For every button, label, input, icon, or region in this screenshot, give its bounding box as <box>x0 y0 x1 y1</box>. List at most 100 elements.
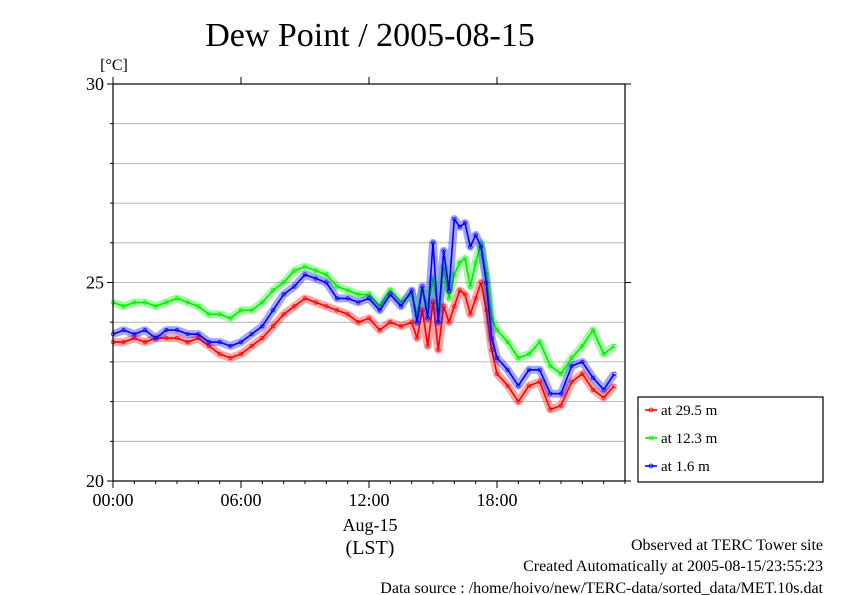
data-point <box>414 335 420 341</box>
data-point <box>505 383 510 388</box>
data-point <box>612 383 617 388</box>
data-point <box>302 296 308 301</box>
data-point <box>228 343 233 349</box>
data-point <box>457 224 462 230</box>
data-point <box>526 367 532 372</box>
data-point <box>238 351 244 357</box>
data-point <box>489 335 494 341</box>
data-point <box>494 355 500 361</box>
data-point <box>436 320 441 325</box>
data-point <box>228 316 233 321</box>
x-tick-label: 18:00 <box>476 490 517 510</box>
data-point <box>436 347 441 353</box>
data-point <box>334 308 340 313</box>
data-point <box>228 355 233 361</box>
x-tick-label: 00:00 <box>92 490 133 510</box>
data-point <box>601 387 606 392</box>
data-point <box>142 300 148 305</box>
data-point <box>537 339 542 345</box>
data-point <box>356 300 361 305</box>
data-point <box>468 284 473 289</box>
data-point <box>569 363 574 369</box>
data-point <box>132 300 137 305</box>
y-axis-unit-label: [°C] <box>100 57 128 74</box>
data-point <box>489 347 494 353</box>
data-point <box>334 296 340 301</box>
data-point <box>446 296 452 301</box>
data-point <box>217 339 222 345</box>
y-tick-label: 20 <box>86 471 104 491</box>
data-point <box>580 371 585 376</box>
data-point <box>206 339 212 345</box>
data-point <box>478 280 484 285</box>
data-point <box>409 320 414 325</box>
data-point <box>292 268 297 273</box>
data-point <box>174 296 180 301</box>
data-point <box>473 232 478 238</box>
data-point <box>313 300 318 305</box>
data-point <box>537 379 542 384</box>
data-point <box>612 343 617 349</box>
data-point <box>260 324 265 329</box>
data-point <box>452 216 457 222</box>
data-point <box>484 280 489 285</box>
x-axis-date-label: Aug-15 <box>343 515 398 535</box>
series-line <box>112 242 615 375</box>
legend-swatch-marker <box>648 463 654 469</box>
data-point <box>356 292 361 297</box>
data-point <box>398 304 404 309</box>
x-axis-label: (LST) <box>346 537 395 559</box>
data-point <box>142 339 148 345</box>
data-point <box>313 268 318 273</box>
series-line <box>113 281 615 411</box>
x-axis-ticks: 00:00 06:00 12:00 18:00 <box>92 77 626 510</box>
data-point <box>377 308 382 313</box>
data-point <box>516 355 521 361</box>
data-point <box>558 371 564 376</box>
data-point <box>452 272 457 277</box>
data-point <box>494 327 500 333</box>
footer-data-source: Data source : /home/hoivo/new/TERC-data/… <box>380 580 823 595</box>
y-axis-ticks: 20 25 30 <box>86 74 631 491</box>
data-point <box>468 244 473 249</box>
data-point <box>185 300 190 305</box>
data-point <box>324 280 329 285</box>
data-point <box>558 403 564 408</box>
data-point <box>590 375 596 380</box>
data-point <box>206 343 212 349</box>
data-point <box>164 300 169 305</box>
data-point <box>313 276 318 281</box>
data-point <box>302 264 308 269</box>
legend-label: at 12.3 m <box>661 431 718 447</box>
data-point <box>270 308 276 313</box>
gridlines <box>113 123 625 442</box>
data-point <box>292 284 297 289</box>
data-point <box>446 288 452 293</box>
data-point <box>548 391 553 396</box>
data-point <box>398 324 404 329</box>
data-point <box>420 308 425 313</box>
data-point <box>132 335 137 341</box>
data-point <box>462 292 468 297</box>
data-point <box>249 343 254 349</box>
data-point <box>612 371 617 376</box>
y-tick-label: 30 <box>86 74 104 94</box>
data-point <box>388 292 393 297</box>
data-point <box>366 292 372 297</box>
data-point <box>302 272 308 277</box>
data-point <box>580 343 585 349</box>
data-point <box>174 335 180 341</box>
data-point <box>457 260 462 265</box>
data-point <box>580 359 585 365</box>
data-point <box>238 339 244 345</box>
data-point <box>452 304 457 309</box>
data-point <box>388 320 393 325</box>
data-point <box>324 304 329 309</box>
data-point <box>601 351 606 357</box>
data-point <box>281 292 286 297</box>
data-point <box>601 395 606 400</box>
data-point <box>526 383 532 388</box>
data-point <box>462 256 468 261</box>
data-point <box>153 304 158 309</box>
